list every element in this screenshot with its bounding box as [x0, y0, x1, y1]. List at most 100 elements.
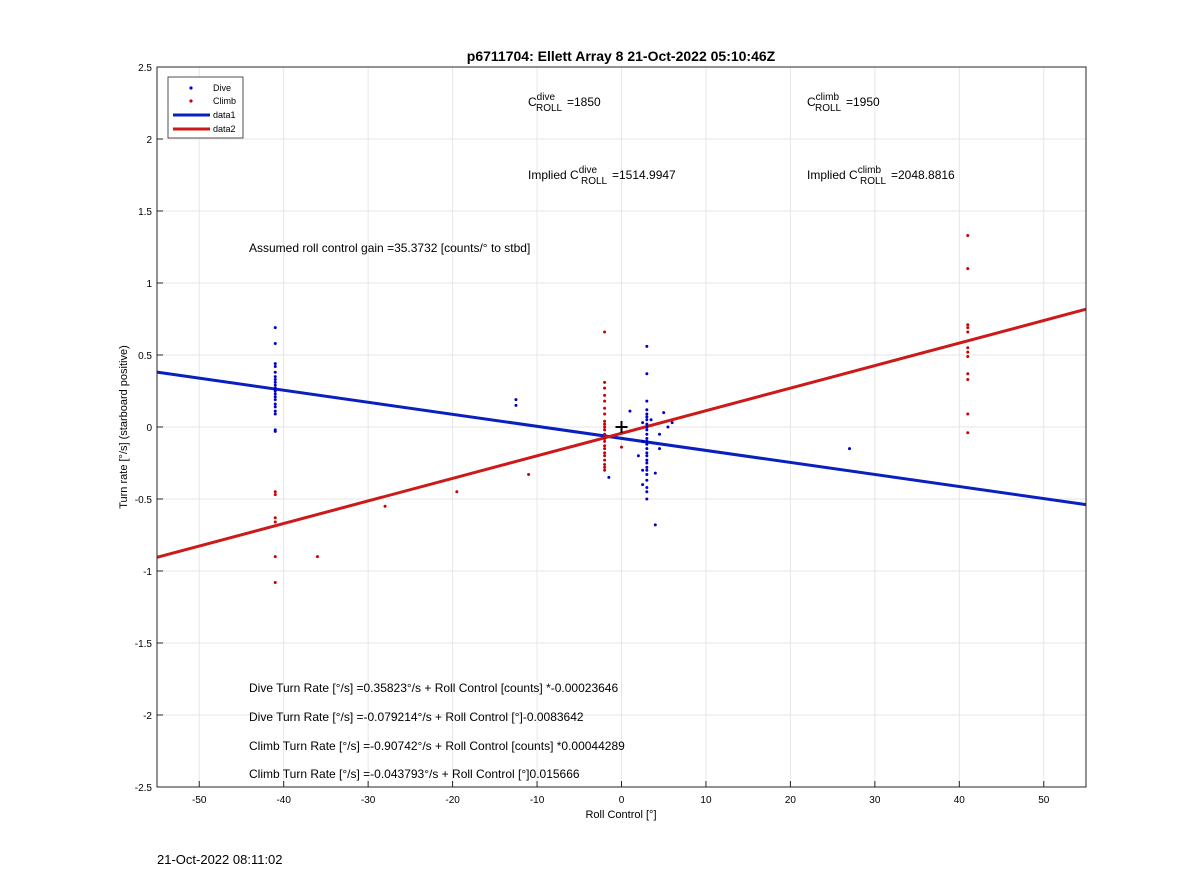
dive-point	[641, 439, 645, 443]
y-tick-label: -0.5	[135, 495, 153, 506]
origin-marker	[615, 421, 628, 433]
climb-point	[383, 504, 387, 508]
y-tick-label: 0.5	[138, 351, 152, 362]
legend: Dive Climb data1 data2	[167, 76, 244, 139]
x-tick-labels: -50 -40 -30 -20 -10 0 10 20 30 40 50	[192, 781, 1050, 806]
y-tick-label: -1	[143, 567, 152, 578]
y-tick-label: 0	[146, 423, 152, 434]
legend-climb-label: Climb	[213, 96, 236, 106]
c-climb-base: C	[807, 95, 816, 109]
dive-point	[273, 375, 277, 379]
y-tick-label: 1	[146, 279, 152, 290]
dive-point	[273, 402, 277, 406]
implied-dive-value: =1514.9947	[612, 168, 676, 182]
annotation-c-dive: Cdive ROLL =1850	[528, 92, 601, 114]
dive-point	[645, 428, 649, 432]
dive-point	[645, 473, 649, 477]
dive-point	[273, 395, 277, 399]
implied-dive-sub: ROLL	[581, 176, 608, 187]
climb-point	[603, 406, 607, 410]
legend-dive-marker	[189, 86, 193, 90]
climb-point	[273, 516, 277, 520]
dive-point	[514, 403, 518, 407]
dive-point	[645, 451, 649, 455]
climb-point	[603, 432, 607, 436]
x-tick-label: 10	[700, 795, 712, 806]
climb-point	[966, 267, 970, 271]
y-tick-labels: -2.5 -2 -1.5 -1 -0.5 0 0.5 1 1.5 2 2.5	[135, 63, 163, 794]
dive-point	[645, 412, 649, 416]
climb-point	[966, 346, 970, 350]
dive-point	[653, 471, 657, 475]
climb-point	[966, 377, 970, 381]
dive-point	[273, 326, 277, 330]
c-dive-value: =1850	[567, 95, 601, 109]
dive-point	[645, 468, 649, 472]
dive-point	[636, 454, 640, 458]
dive-point	[273, 409, 277, 413]
climb-point	[603, 468, 607, 472]
dive-point	[645, 437, 649, 441]
y-tick-label: 2	[146, 135, 152, 146]
dive-point	[273, 380, 277, 384]
climb-point	[603, 451, 607, 455]
climb-point	[603, 437, 607, 441]
footer-timestamp: 21-Oct-2022 08:11:02	[157, 852, 283, 867]
dive-point	[645, 425, 649, 429]
dive-point	[666, 425, 670, 429]
climb-point	[603, 462, 607, 466]
implied-climb-sub: ROLL	[860, 176, 887, 187]
dive-point	[645, 372, 649, 376]
implied-dive-prefix: Implied C	[528, 168, 579, 182]
dive-point	[645, 432, 649, 436]
climb-point	[455, 490, 459, 494]
climb-point	[966, 326, 970, 330]
dive-point	[658, 447, 662, 451]
dive-point	[273, 429, 277, 433]
dive-point	[273, 370, 277, 374]
c-dive-base: C	[528, 95, 537, 109]
climb-point	[966, 323, 970, 327]
dive-point	[641, 468, 645, 472]
x-tick-label: -20	[445, 795, 460, 806]
x-tick-label: -30	[361, 795, 376, 806]
climb-point	[603, 386, 607, 390]
dive-point	[607, 475, 611, 479]
climb-point	[273, 581, 277, 585]
dive-point	[645, 490, 649, 494]
implied-climb-value: =2048.8816	[891, 168, 955, 182]
x-tick-label: -40	[276, 795, 291, 806]
dive-point	[645, 478, 649, 482]
climb-point	[603, 447, 607, 451]
dive-point	[273, 383, 277, 387]
dive-point	[645, 344, 649, 348]
dive-point	[273, 365, 277, 369]
dive-point	[273, 392, 277, 396]
c-climb-sup: climb	[816, 92, 840, 103]
y-tick-label: -2.5	[135, 783, 153, 794]
legend-climb-marker	[189, 99, 193, 103]
annotation-c-climb: Cclimb ROLL =1950	[807, 92, 880, 114]
climb-point	[527, 473, 531, 477]
dive-point	[645, 497, 649, 501]
dive-point	[662, 411, 666, 415]
dive-point	[273, 405, 277, 409]
dive-point	[514, 398, 518, 402]
x-tick-label: 50	[1038, 795, 1050, 806]
dive-point	[645, 458, 649, 462]
equation-dive-degrees: Dive Turn Rate [°/s] =-0.079214°/s + Rol…	[249, 710, 584, 724]
equation-dive-counts: Dive Turn Rate [°/s] =0.35823°/s + Roll …	[249, 681, 618, 695]
climb-point	[966, 350, 970, 354]
annotation-gain: Assumed roll control gain =35.3732 [coun…	[249, 241, 530, 255]
climb-point	[273, 493, 277, 497]
legend-data1-label: data1	[213, 110, 236, 120]
climb-point	[603, 399, 607, 403]
x-tick-label: 20	[785, 795, 797, 806]
climb-point	[603, 428, 607, 432]
dive-point	[273, 412, 277, 416]
climb-point	[966, 330, 970, 334]
x-axis-label: Roll Control [°]	[585, 809, 656, 821]
dive-point	[628, 409, 632, 413]
dive-point	[641, 421, 645, 425]
